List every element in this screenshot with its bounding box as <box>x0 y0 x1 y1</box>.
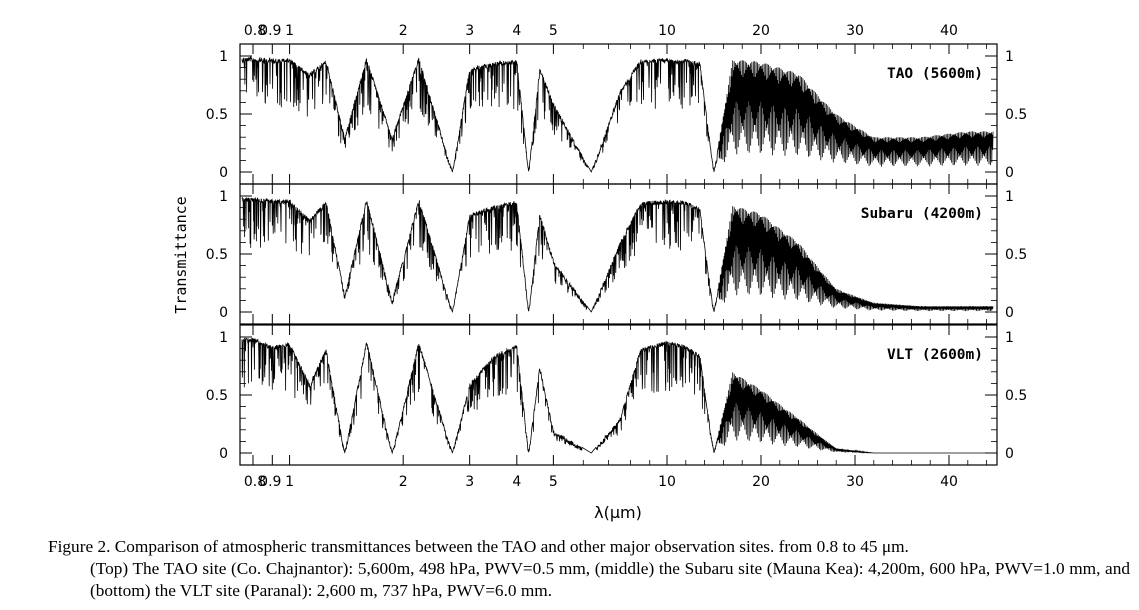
transmittance-curve-3 <box>241 337 993 455</box>
panel-site-label: TAO (5600m) <box>887 66 983 82</box>
x-tick-label-bottom: 3 <box>465 474 474 490</box>
y-tick-label: 0.5 <box>1005 247 1027 263</box>
y-tick-label: 0.5 <box>1005 107 1027 123</box>
transmittance-curves <box>241 55 994 455</box>
x-tick-label-bottom: 30 <box>846 474 864 490</box>
axis-labels: 0 0 0.5 0.5 1 1 TAO (5600m) 0 0 0.5 0.5 1 1 Subaru (4… <box>172 23 1027 522</box>
y-tick-label: 0.5 <box>206 388 228 404</box>
axis-ticks <box>240 44 997 465</box>
y-tick-label: 1 <box>1005 189 1014 205</box>
y-tick-label: 0.5 <box>206 247 228 263</box>
x-tick-label-top: 3 <box>465 23 474 39</box>
x-axis-label: λ(μm) <box>594 503 642 522</box>
y-tick-label: 1 <box>1005 49 1014 65</box>
x-tick-label-top: 2 <box>399 23 408 39</box>
x-tick-label-top: 0.8 <box>244 23 266 39</box>
y-tick-label: 0.5 <box>1005 388 1027 404</box>
y-tick-label: 0 <box>219 165 228 181</box>
x-tick-label-bottom: 0.8 <box>244 474 266 490</box>
x-tick-label-bottom: 1 <box>285 474 294 490</box>
x-tick-label-bottom: 20 <box>752 474 770 490</box>
y-tick-label: 0.5 <box>206 107 228 123</box>
transmittance-curve-1 <box>241 55 994 173</box>
transmittance-curve-2 <box>241 197 994 313</box>
y-tick-label: 1 <box>1005 330 1014 346</box>
y-axis-label: Transmittance <box>172 196 190 313</box>
y-tick-label: 0 <box>219 446 228 462</box>
y-tick-label: 0 <box>219 305 228 321</box>
x-tick-label-top: 0.9 <box>259 23 281 39</box>
x-tick-label-top: 30 <box>846 23 864 39</box>
caption-continuation: (Top) The TAO site (Co. Chajnantor): 5,6… <box>90 559 1130 600</box>
y-tick-label: 1 <box>219 330 228 346</box>
x-tick-label-bottom: 40 <box>940 474 958 490</box>
x-tick-label-top: 5 <box>549 23 558 39</box>
x-tick-label-bottom: 5 <box>549 474 558 490</box>
x-tick-label-bottom: 10 <box>658 474 676 490</box>
x-tick-label-top: 40 <box>940 23 958 39</box>
x-tick-label-top: 20 <box>752 23 770 39</box>
x-tick-label-top: 10 <box>658 23 676 39</box>
x-tick-label-top: 1 <box>285 23 294 39</box>
x-tick-label-bottom: 4 <box>512 474 521 490</box>
x-tick-label-top: 4 <box>512 23 521 39</box>
y-tick-label: 1 <box>219 49 228 65</box>
panel-frame-3 <box>239 324 998 466</box>
x-tick-label-bottom: 2 <box>399 474 408 490</box>
panel-site-label: Subaru (4200m) <box>861 206 983 222</box>
transmittance-chart: 0 0 0.5 0.5 1 1 TAO (5600m) 0 0 0.5 0.5 1 1 Subaru (4… <box>172 23 1027 522</box>
y-tick-label: 0 <box>1005 446 1014 462</box>
figure-caption: Figure 2. Comparison of atmospheric tran… <box>48 536 1130 602</box>
panel-frame-1 <box>239 43 998 185</box>
y-tick-label: 1 <box>219 189 228 205</box>
x-tick-label-bottom: 0.9 <box>259 474 281 490</box>
y-tick-label: 0 <box>1005 165 1014 181</box>
y-tick-label: 0 <box>1005 305 1014 321</box>
caption-first-line: Figure 2. Comparison of atmospheric tran… <box>48 537 909 556</box>
panel-site-label: VLT (2600m) <box>887 347 983 363</box>
